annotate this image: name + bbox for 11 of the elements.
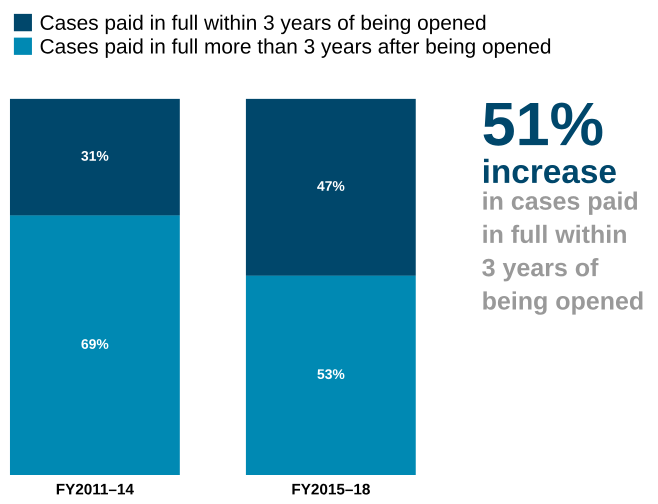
data-label: 47% <box>317 181 344 191</box>
data-label: 31% <box>81 150 108 161</box>
text: increase <box>484 158 616 184</box>
legend-label: Cases paid in full within 3 years of being opened <box>40 14 486 34</box>
text: 51% <box>484 102 602 146</box>
x-tick-label: FY2011–14 <box>56 484 134 495</box>
text: in cases paid in full within 3 years of being opened <box>482 192 643 315</box>
x-tick-label: FY2015–18 <box>292 484 370 495</box>
legend-label: Cases paid in full more than 3 years after being opened <box>40 38 550 58</box>
data-label: 69% <box>81 339 108 349</box>
data-label: 53% <box>317 369 344 380</box>
